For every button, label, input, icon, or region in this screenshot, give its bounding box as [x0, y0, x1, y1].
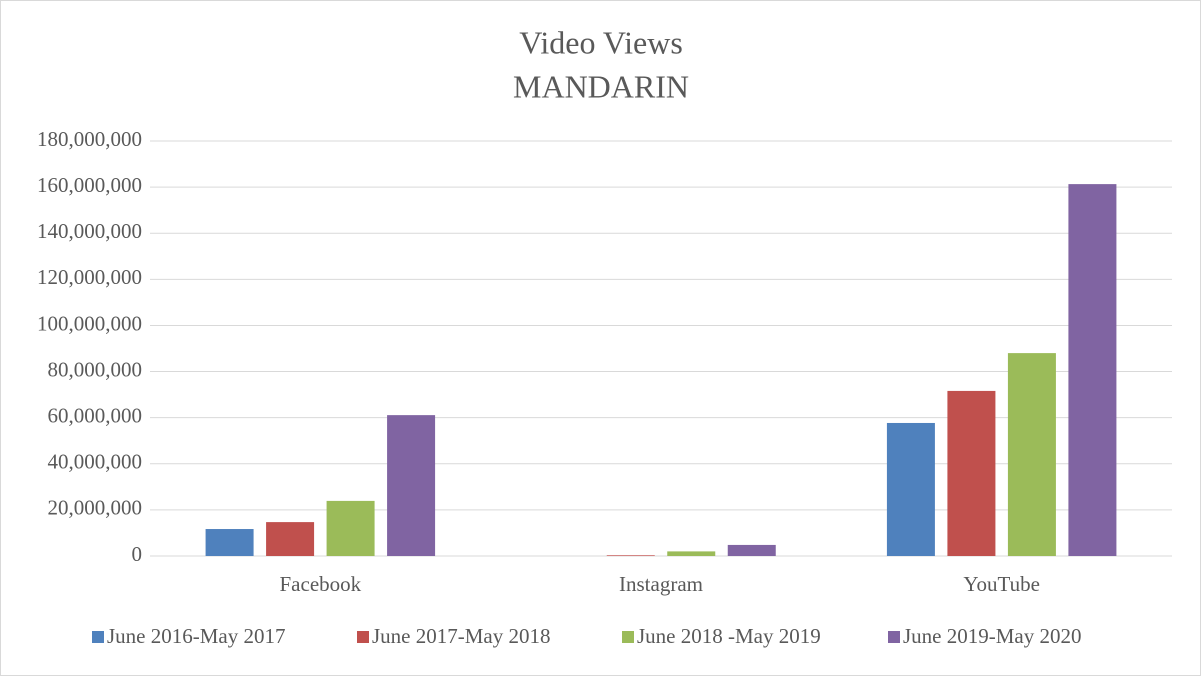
bar [886, 422, 935, 556]
y-tick-label: 60,000,000 [48, 403, 143, 427]
y-tick-label: 100,000,000 [37, 311, 142, 335]
legend-swatch [357, 631, 369, 643]
bar [1068, 184, 1117, 556]
x-tick-label: YouTube [963, 572, 1039, 596]
bar [727, 544, 776, 556]
legend-label: June 2017-May 2018 [372, 624, 550, 648]
bar [947, 390, 996, 556]
chart-title: Video Views [519, 24, 683, 60]
bar [1007, 353, 1056, 556]
y-tick-label: 0 [132, 542, 143, 566]
bar [667, 551, 716, 556]
legend-swatch [622, 631, 634, 643]
legend-label: June 2018 -May 2019 [637, 624, 821, 648]
legend-swatch [888, 631, 900, 643]
bar [205, 529, 254, 556]
y-tick-label: 40,000,000 [48, 450, 143, 474]
bar [387, 415, 436, 556]
y-tick-label: 120,000,000 [37, 265, 142, 289]
x-tick-label: Facebook [280, 572, 362, 596]
y-tick-label: 140,000,000 [37, 219, 142, 243]
y-tick-label: 80,000,000 [48, 357, 143, 381]
y-tick-label: 20,000,000 [48, 496, 143, 520]
x-tick-label: Instagram [619, 572, 703, 596]
bar [606, 555, 655, 556]
legend-swatch [92, 631, 104, 643]
bar [326, 500, 375, 556]
bar [266, 522, 315, 556]
y-tick-label: 160,000,000 [37, 173, 142, 197]
y-tick-label: 180,000,000 [37, 127, 142, 151]
legend-label: June 2019-May 2020 [903, 624, 1081, 648]
legend-label: June 2016-May 2017 [107, 624, 285, 648]
chart-subtitle: MANDARIN [513, 68, 689, 104]
